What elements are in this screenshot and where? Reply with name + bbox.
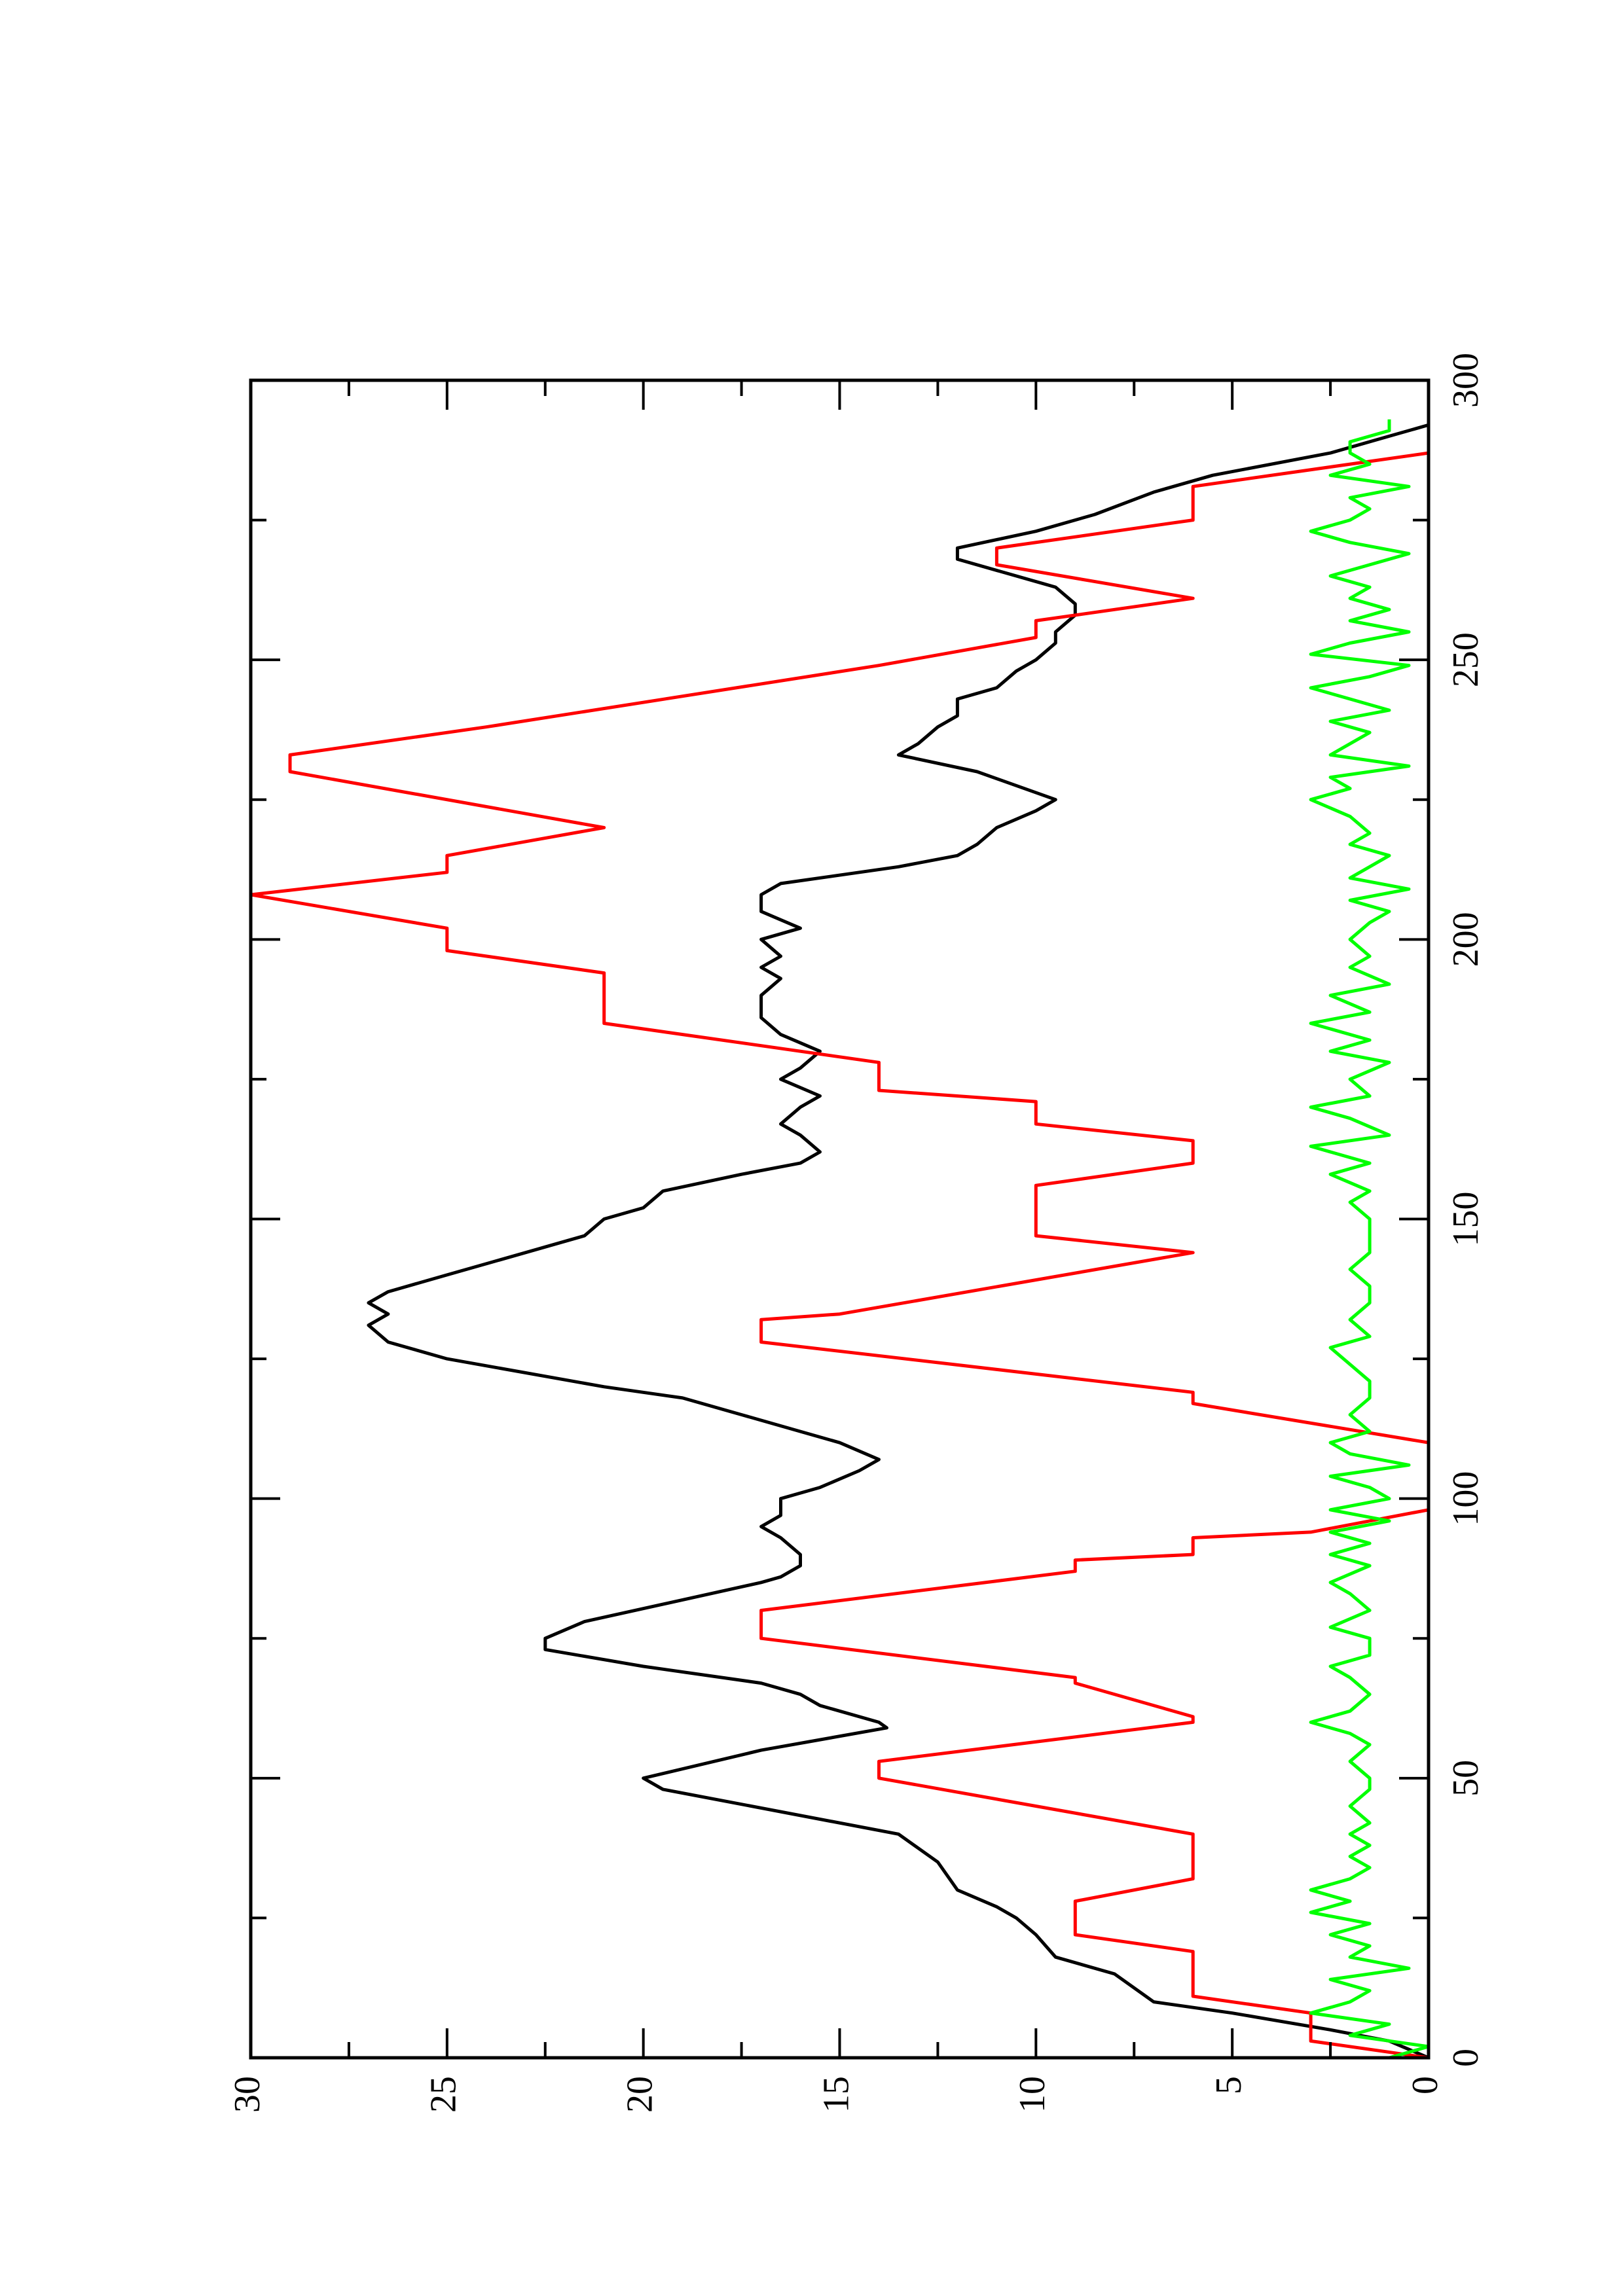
line-series [367, 423, 1429, 2058]
y-tick-label: 25 [424, 2076, 464, 2113]
x-tick-label: 150 [1446, 1192, 1486, 1247]
y-tick-label: 5 [1209, 2076, 1249, 2094]
rotated-frame: 0 50 100 150 200 250 300 0 5 10 15 20 25 30 [227, 353, 1486, 2113]
line-series [251, 451, 1429, 2058]
y-tick-label: 30 [227, 2076, 268, 2113]
plot-area [251, 419, 1429, 2058]
y-tick-label: 0 [1405, 2076, 1446, 2094]
x-tick-label: 300 [1446, 353, 1486, 408]
x-tick-label: 0 [1446, 2049, 1486, 2067]
line-series [1309, 419, 1429, 2058]
y-tick-label: 10 [1012, 2076, 1053, 2113]
y-tick-label: 15 [816, 2076, 856, 2113]
x-tick-label: 100 [1446, 1471, 1486, 1526]
axes-frame [249, 378, 1431, 2060]
y-tick-label: 20 [620, 2076, 661, 2113]
x-tick-label: 50 [1446, 1760, 1486, 1797]
x-tick-label: 200 [1446, 912, 1486, 967]
x-tick-label: 250 [1446, 632, 1486, 687]
